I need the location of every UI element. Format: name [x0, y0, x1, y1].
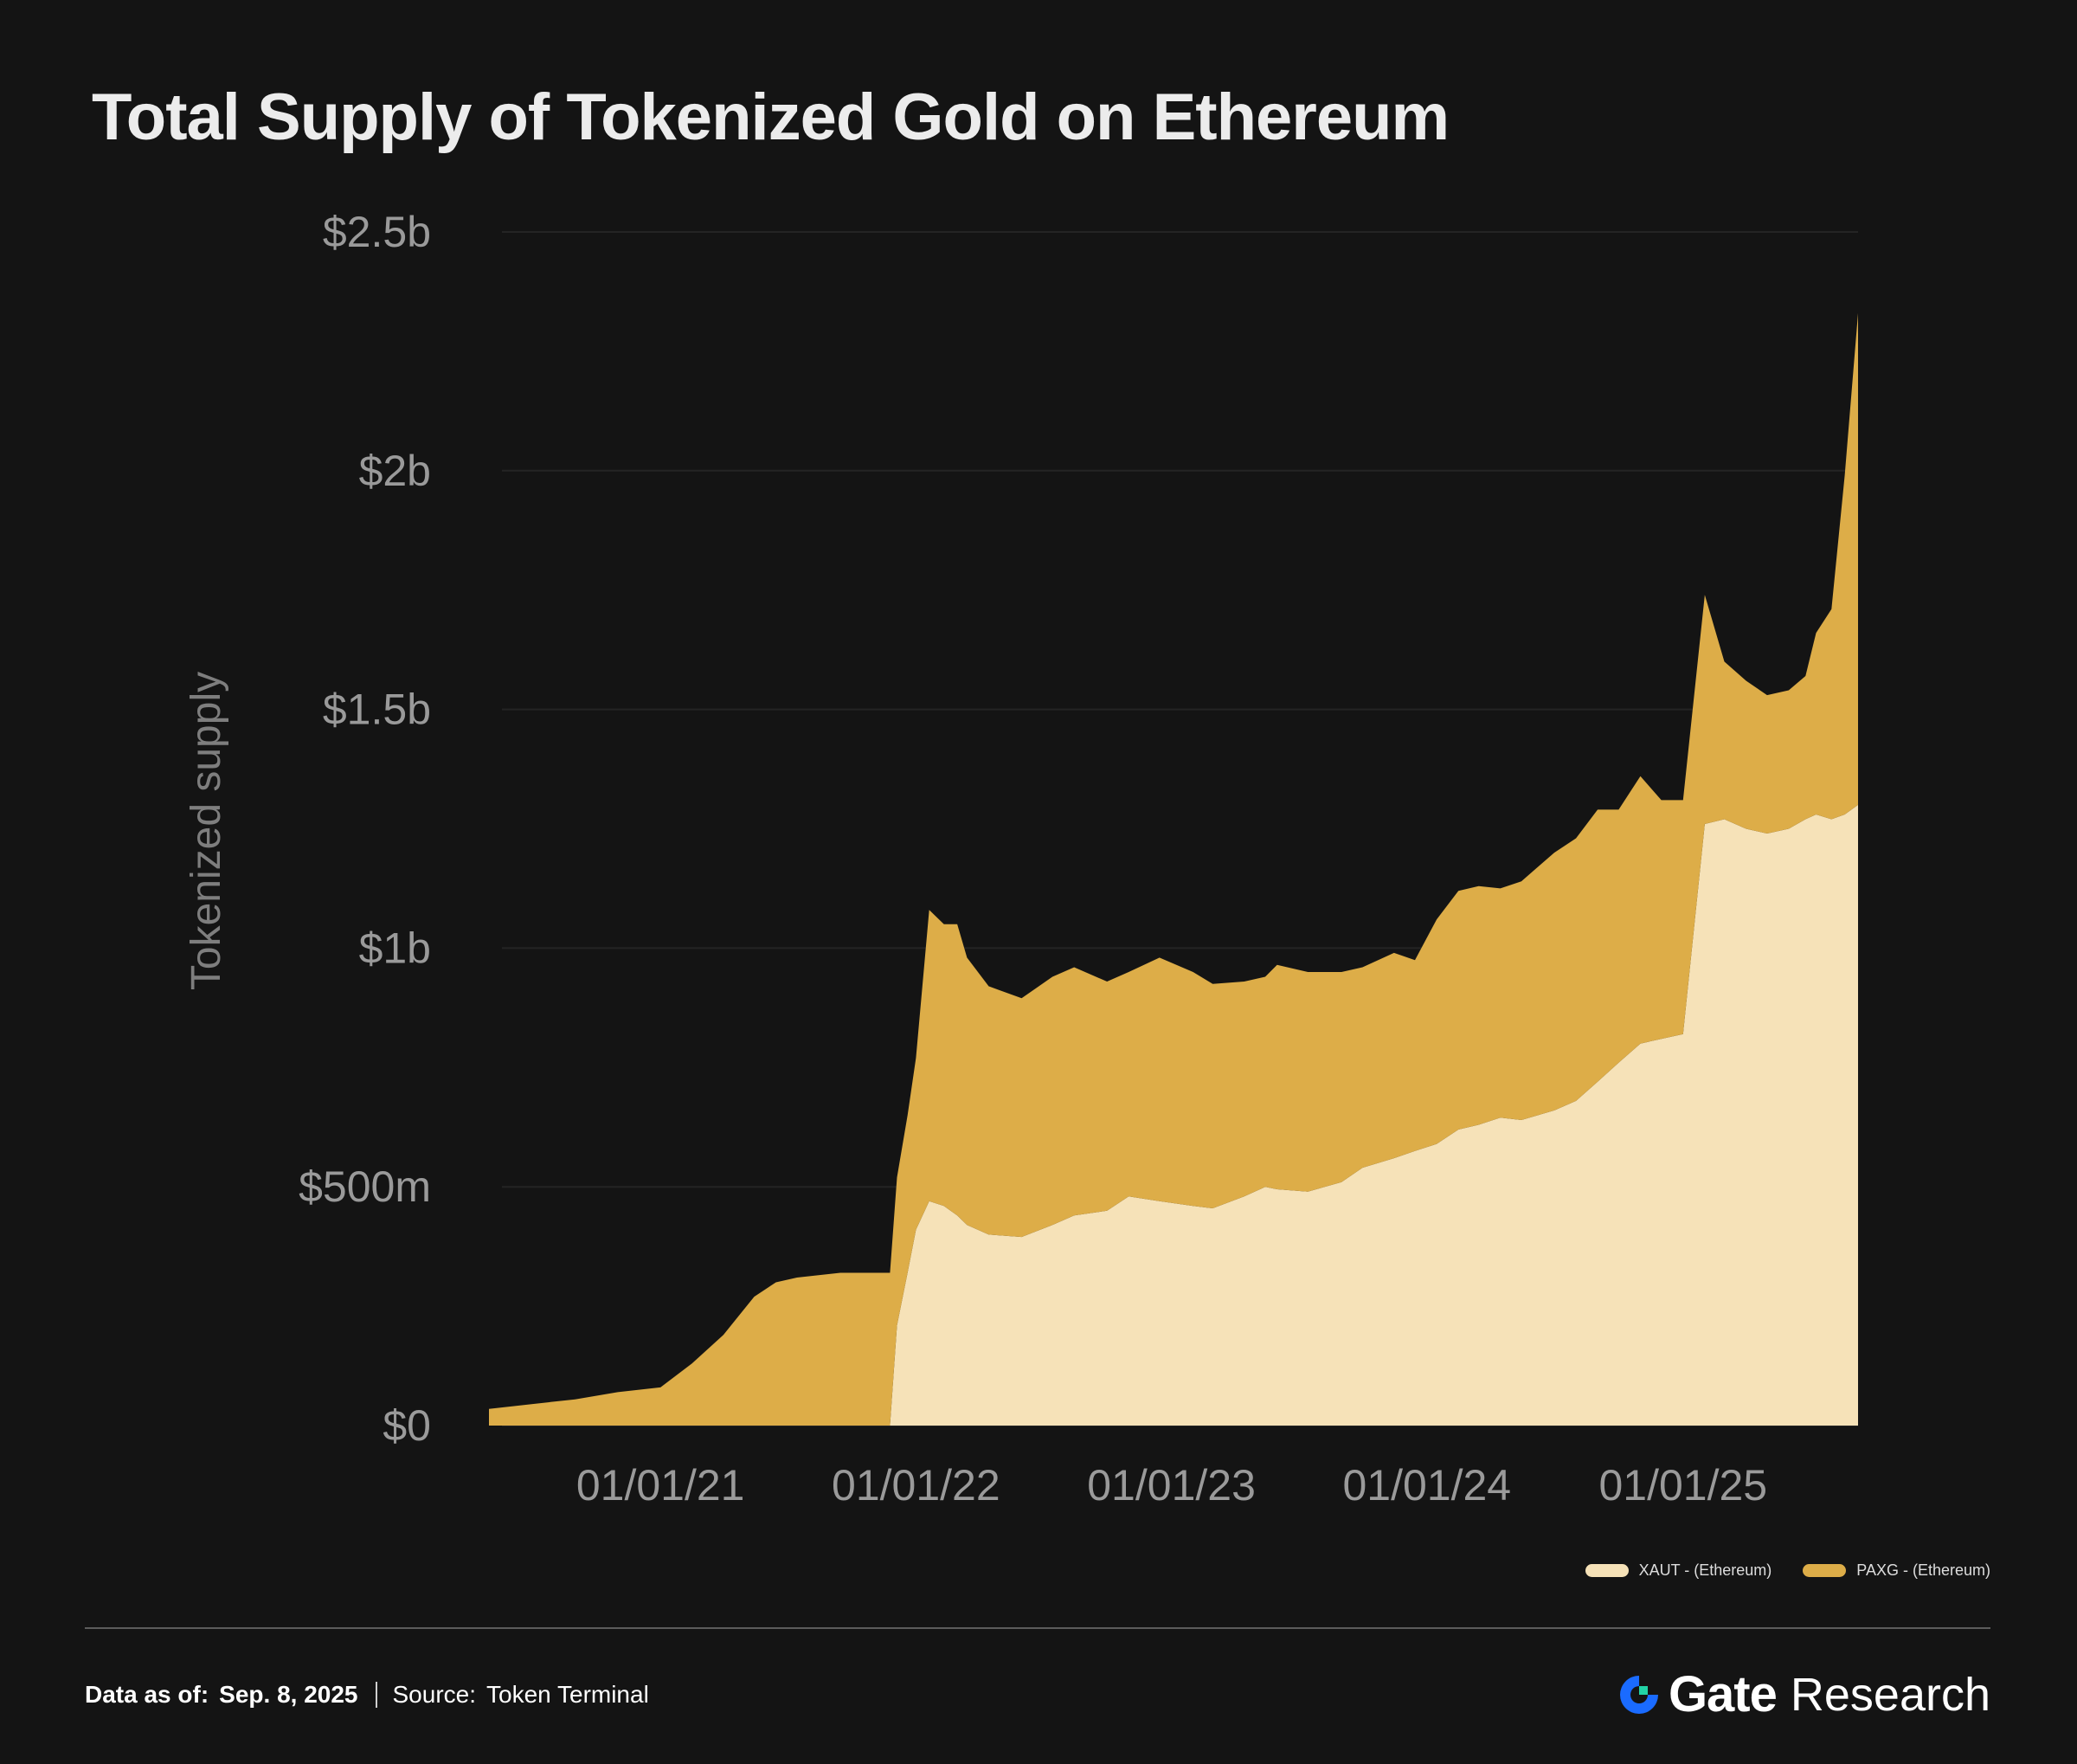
footer-separator: [375, 1682, 377, 1708]
footer-info: Data as of: Sep. 8, 2025 Source: Token T…: [85, 1681, 649, 1709]
legend-item-paxg: PAXG - (Ethereum): [1803, 1561, 1990, 1580]
source-value: Token Terminal: [486, 1681, 649, 1708]
y-tick-label: $1b: [359, 924, 431, 972]
source-label: Source:: [392, 1681, 477, 1708]
x-tick-label: 01/01/23: [1087, 1461, 1256, 1510]
y-tick-label: $2b: [359, 447, 431, 495]
y-tick-label: $2.5b: [323, 208, 431, 256]
legend-swatch-paxg: [1803, 1564, 1847, 1577]
legend-swatch-xaut: [1585, 1564, 1629, 1577]
x-tick-label: 01/01/21: [576, 1461, 745, 1510]
area-series: [489, 312, 1858, 1426]
data-as-of-label: Data as of:: [85, 1681, 209, 1708]
series-area-paxg: [489, 312, 1858, 1426]
legend-item-xaut: XAUT - (Ethereum): [1585, 1561, 1772, 1580]
footer-divider: [85, 1627, 1990, 1629]
x-tick-label: 01/01/22: [832, 1461, 1000, 1510]
brand-logo: Gate Research: [1617, 1665, 1990, 1723]
series-area-xaut: [489, 804, 1858, 1426]
legend-label-xaut: XAUT - (Ethereum): [1638, 1561, 1772, 1579]
data-as-of-value: Sep. 8, 2025: [219, 1681, 358, 1708]
y-tick-label: $1.5b: [323, 686, 431, 734]
gate-logo-icon: [1619, 1675, 1658, 1714]
y-axis-label: Tokenized supply: [183, 672, 229, 990]
x-tick-label: 01/01/24: [1342, 1461, 1511, 1510]
chart-svg: $0 $500m $1b $1.5b $2b $2.5b 01/01/21 01/01/22…: [183, 208, 1858, 1510]
brand-name: Gate: [1668, 1666, 1778, 1722]
legend-label-paxg: PAXG - (Ethereum): [1856, 1561, 1990, 1579]
legend: XAUT - (Ethereum) PAXG - (Ethereum): [1585, 1561, 1990, 1580]
chart-title: Total Supply of Tokenized Gold on Ethere…: [92, 80, 1450, 154]
brand-suffix: Research: [1790, 1668, 1990, 1721]
x-tick-label: 01/01/25: [1598, 1461, 1767, 1510]
y-tick-label: $0: [383, 1401, 431, 1450]
x-axis: 01/01/21 01/01/22 01/01/23 01/01/24 01/01/25: [576, 1461, 1767, 1510]
y-axis: $0 $500m $1b $1.5b $2b $2.5b: [299, 208, 431, 1450]
y-tick-label: $500m: [299, 1162, 431, 1211]
